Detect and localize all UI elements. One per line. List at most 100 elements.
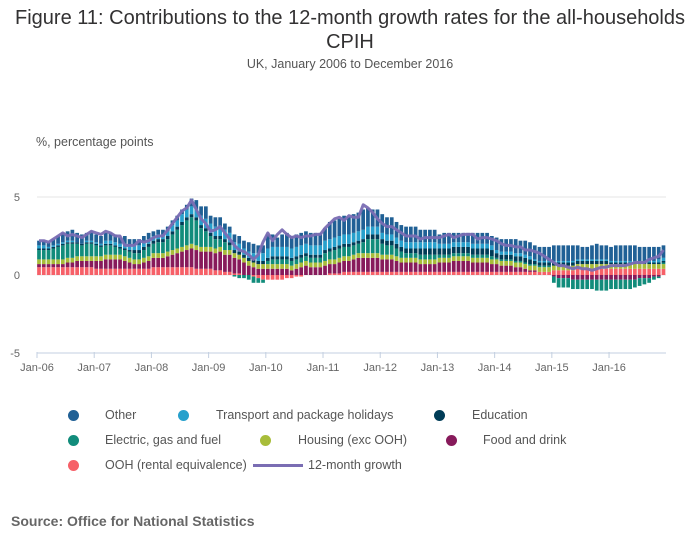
bar-segment-housing-exc-ooh- (380, 254, 385, 260)
bar-segment-other (523, 240, 528, 255)
bar-segment-electric-gas-and-fuel (613, 279, 618, 290)
bar-segment-housing-exc-ooh- (475, 257, 480, 263)
bar-segment-electric-gas-and-fuel (161, 242, 165, 254)
bar-segment-food-and-drink (327, 264, 332, 274)
bar-segment-transport-and-package-holidays (184, 209, 189, 218)
bar-segment-other (618, 245, 623, 261)
bar-segment-electric-gas-and-fuel (394, 248, 399, 257)
bar-segment-housing-exc-ooh- (56, 259, 60, 265)
bar-segment-ooh-rental-equivalence- (327, 273, 332, 275)
bar-segment-housing-exc-ooh- (223, 250, 227, 255)
bar-segment-electric-gas-and-fuel (89, 243, 94, 257)
bar-segment-ooh-rental-equivalence- (542, 271, 547, 275)
legend-item-food[interactable]: Food and drink (446, 433, 566, 447)
bar-segment-electric-gas-and-fuel (532, 264, 537, 266)
bar-segment-education (289, 257, 294, 261)
bar-segment-other (547, 246, 551, 261)
bar-segment-education (609, 262, 613, 265)
bar-segment-electric-gas-and-fuel (94, 245, 99, 257)
bar-segment-electric-gas-and-fuel (251, 276, 256, 283)
bar-segment-ooh-rental-equivalence- (389, 271, 394, 275)
bar-segment-food-and-drink (60, 264, 65, 268)
bar-segment-food-and-drink (313, 267, 318, 275)
bar-segment-housing-exc-ooh- (647, 264, 652, 269)
bar-segment-food-and-drink (442, 262, 447, 272)
bar-segment-education (394, 243, 399, 249)
bar-segment-education (41, 248, 46, 251)
bar-segment-education (613, 262, 618, 265)
bar-segment-other (613, 245, 618, 261)
bar-segment-education (470, 248, 475, 255)
bar-segment-ooh-rental-equivalence- (70, 267, 75, 275)
bar-segment-other (213, 217, 218, 227)
bar-segment-transport-and-package-holidays (375, 226, 380, 235)
legend-item-housing[interactable]: Housing (exc OOH) (260, 433, 407, 447)
bar-segment-other (265, 234, 270, 249)
bar-segment-electric-gas-and-fuel (175, 229, 180, 249)
bar-segment-transport-and-package-holidays (313, 245, 318, 255)
bar-segment-electric-gas-and-fuel (618, 279, 623, 290)
bar-segment-electric-gas-and-fuel (280, 259, 284, 265)
legend-item-education[interactable]: Education (434, 408, 528, 422)
bar-segment-housing-exc-ooh- (437, 257, 442, 263)
legend-item-electric[interactable]: Electric, gas and fuel (68, 433, 221, 447)
bar-segment-electric-gas-and-fuel (332, 250, 337, 260)
bar-segment-food-and-drink (265, 268, 270, 275)
legend-item-other[interactable]: Other (68, 408, 136, 422)
bar-segment-electric-gas-and-fuel (594, 279, 599, 291)
bar-segment-ooh-rental-equivalence- (609, 268, 613, 275)
bar-segment-food-and-drink (499, 265, 504, 272)
bar-segment-education (313, 254, 318, 258)
legend-item-transport[interactable]: Transport and package holidays (178, 408, 393, 422)
bar-segment-ooh-rental-equivalence- (156, 267, 161, 275)
bar-segment-education (480, 248, 485, 255)
bar-segment-ooh-rental-equivalence- (203, 268, 208, 275)
legend-item-ooh[interactable]: OOH (rental equivalence) (68, 458, 247, 472)
legend-item-growth[interactable]: 12-month growth (253, 458, 402, 472)
bar-segment-transport-and-package-holidays (380, 232, 385, 240)
bar-segment-electric-gas-and-fuel (299, 257, 304, 263)
bar-segment-education (408, 248, 413, 254)
bar-segment-food-and-drink (165, 256, 170, 268)
bar-segment-other (461, 232, 466, 243)
legend-dot-icon (434, 409, 445, 421)
bar-segment-housing-exc-ooh- (404, 257, 408, 263)
bar-segment-transport-and-package-holidays (518, 253, 523, 257)
bar-segment-housing-exc-ooh- (265, 264, 270, 269)
bar-segment-other (99, 236, 103, 244)
bar-segment-other (447, 232, 451, 244)
bar-segment-electric-gas-and-fuel (428, 254, 432, 260)
bar-segment-other (428, 229, 432, 243)
bar-segment-ooh-rental-equivalence- (356, 271, 361, 275)
x-tick-label: Jan-13 (421, 362, 455, 374)
bar-segment-education (308, 254, 313, 258)
bar-segment-food-and-drink (456, 260, 461, 272)
bar-segment-electric-gas-and-fuel (461, 253, 466, 257)
bar-segment-ooh-rental-equivalence- (237, 273, 242, 275)
bar-segment-electric-gas-and-fuel (84, 243, 89, 257)
bar-segment-ooh-rental-equivalence- (289, 275, 294, 279)
bar-segment-other (246, 242, 251, 252)
bar-segment-electric-gas-and-fuel (108, 245, 113, 255)
bar-segment-ooh-rental-equivalence- (652, 268, 656, 275)
bar-segment-other (223, 223, 227, 230)
bar-segment-food-and-drink (170, 254, 175, 268)
bar-segment-electric-gas-and-fuel (571, 279, 575, 290)
bar-segment-ooh-rental-equivalence- (618, 268, 623, 275)
bar-segment-other (366, 207, 370, 227)
bar-segment-ooh-rental-equivalence- (56, 267, 60, 275)
bar-segment-ooh-rental-equivalence- (213, 270, 218, 275)
bar-segment-food-and-drink (156, 257, 161, 268)
bar-segment-other (556, 245, 561, 261)
bar-segment-food-and-drink (175, 253, 180, 268)
bar-segment-food-and-drink (332, 264, 337, 274)
bar-segment-ooh-rental-equivalence- (432, 271, 437, 275)
bar-segment-food-and-drink (566, 275, 570, 279)
bar-segment-ooh-rental-equivalence- (385, 271, 389, 275)
bar-segment-electric-gas-and-fuel (633, 279, 637, 288)
bar-segment-transport-and-package-holidays (480, 243, 485, 249)
bar-segment-other (256, 245, 261, 254)
bar-segment-education (256, 260, 261, 265)
bar-segment-education (418, 248, 423, 255)
bar-segment-electric-gas-and-fuel (237, 275, 242, 279)
